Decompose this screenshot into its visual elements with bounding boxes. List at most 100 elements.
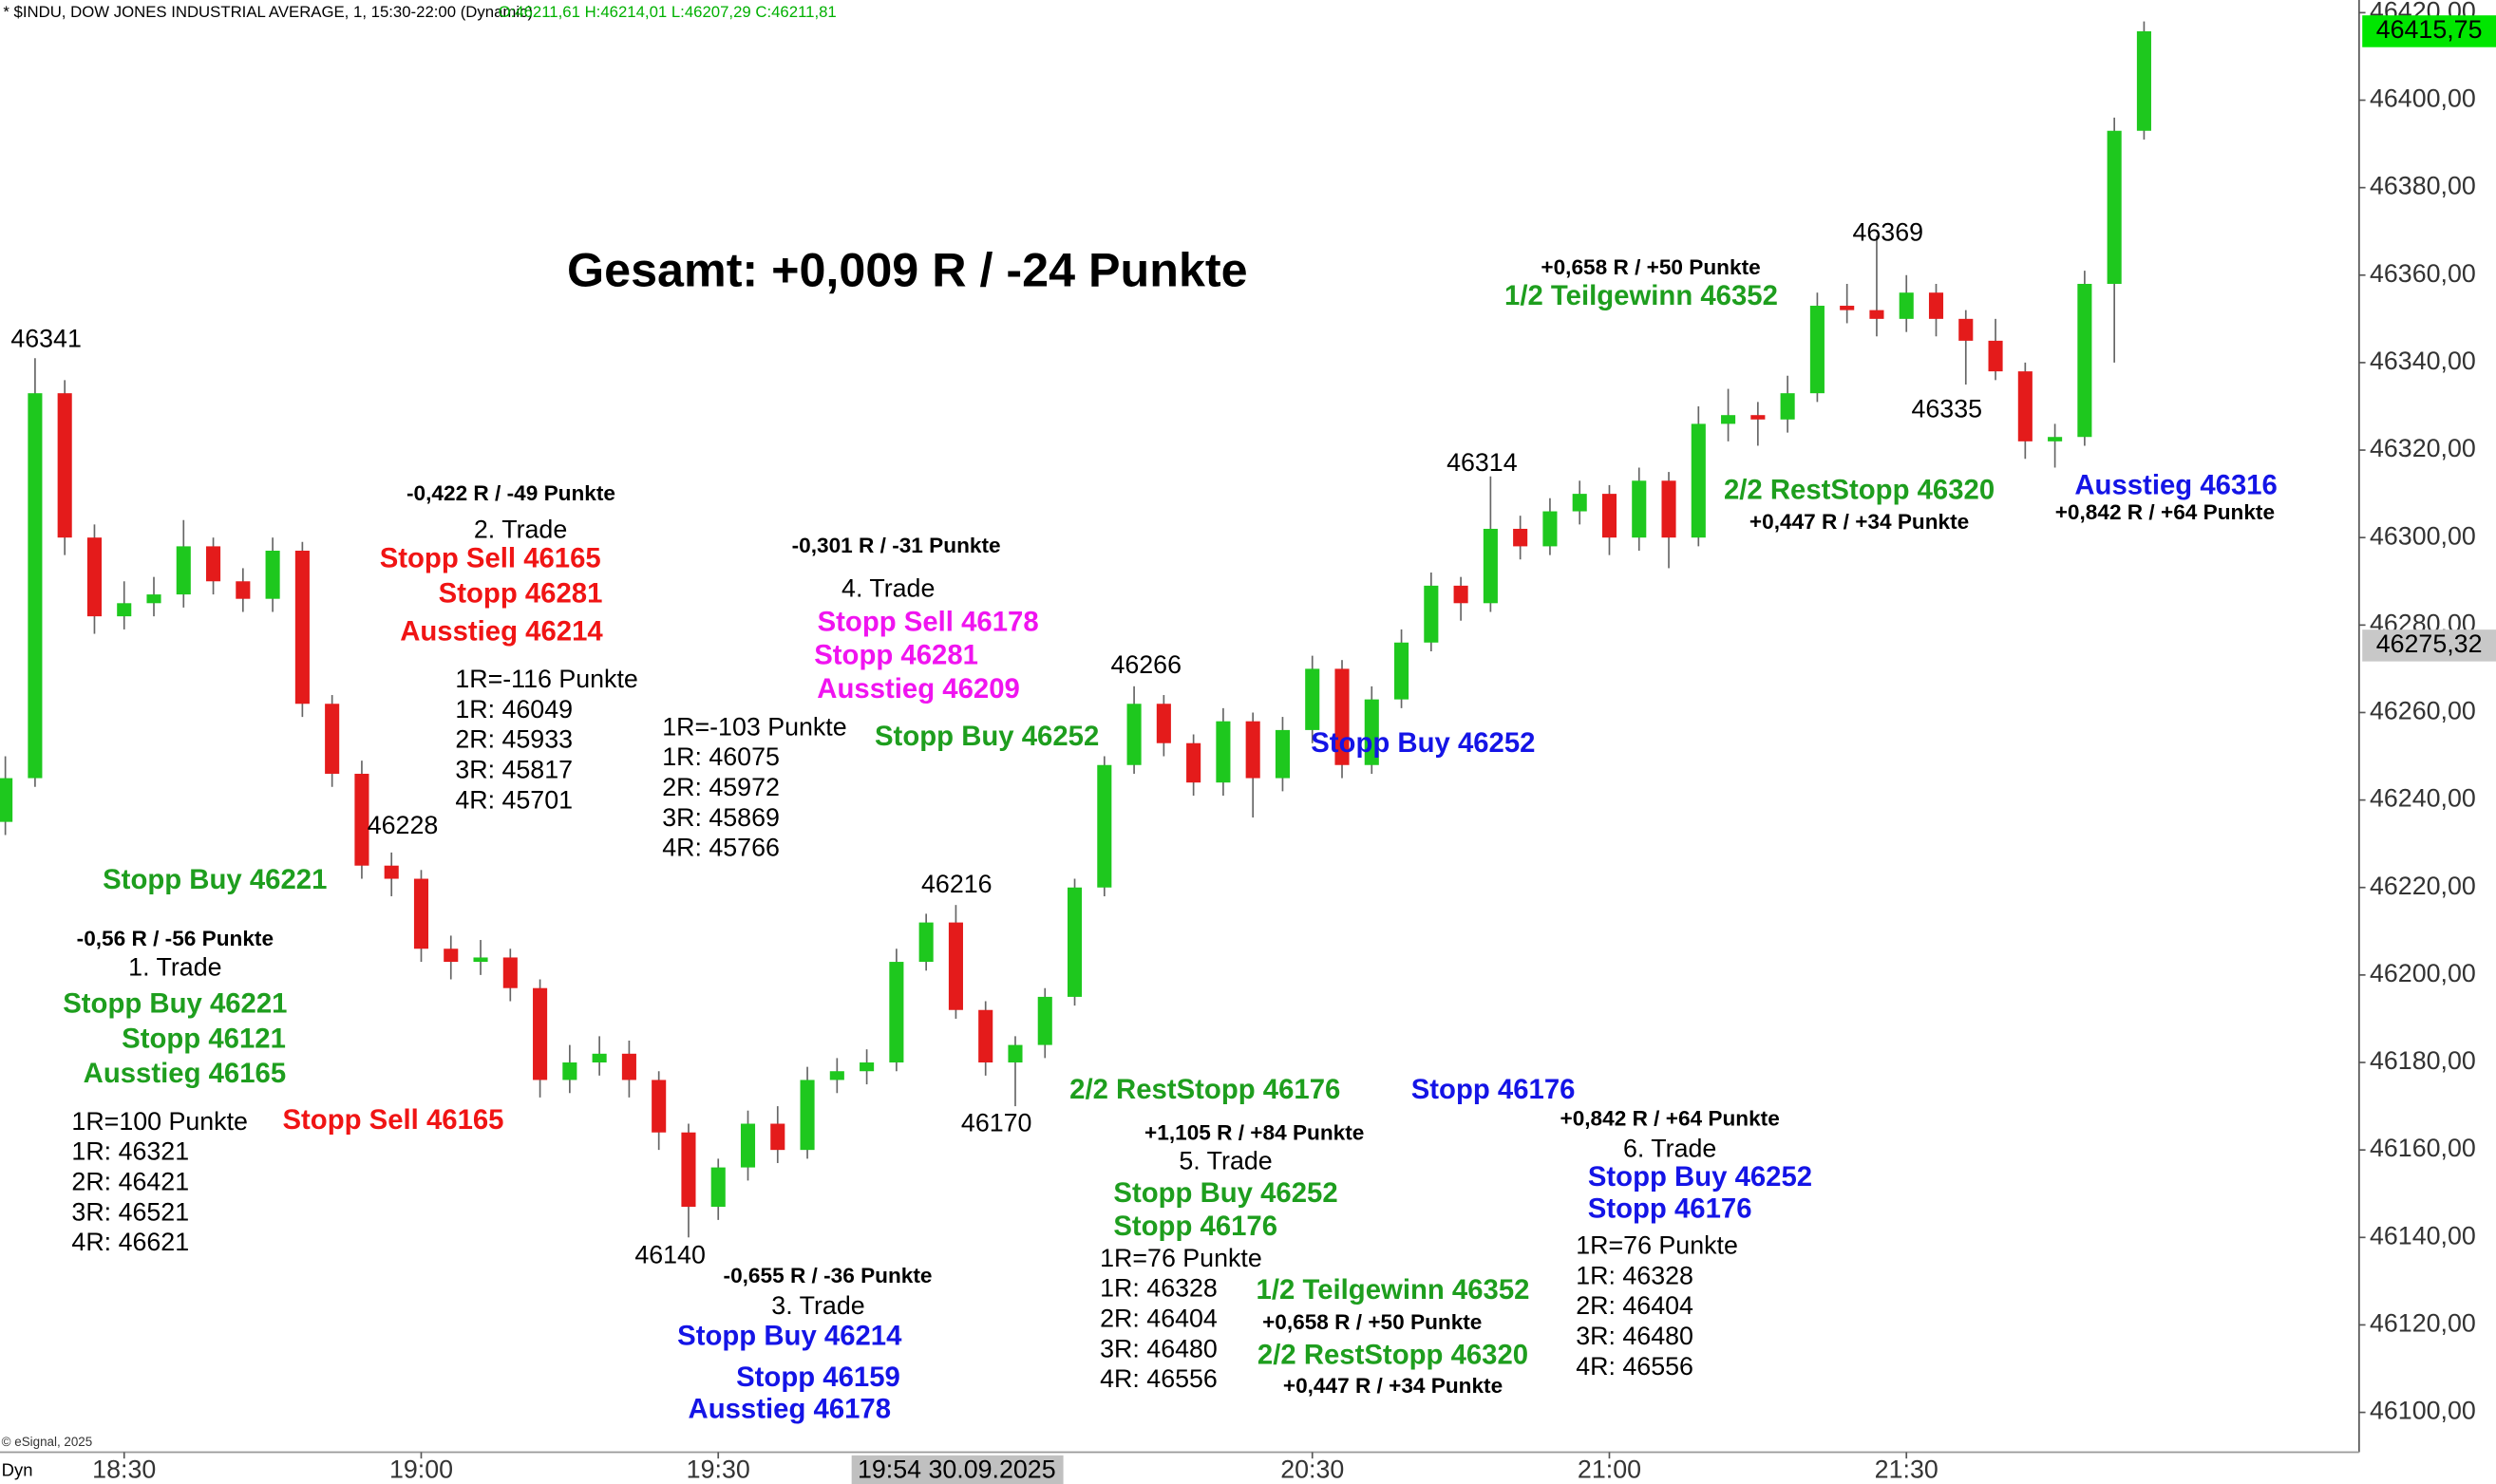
annotation: Stopp Sell 46178 xyxy=(818,606,1039,637)
ohlc-header: O:46211,61 H:46214,01 L:46207,29 C:46211… xyxy=(499,3,837,21)
annotation: 4R: 45766 xyxy=(662,834,780,862)
annotation: -0,422 R / -49 Punkte xyxy=(407,481,615,505)
candle-body xyxy=(444,949,459,963)
annotation: 6. Trade xyxy=(1623,1134,1716,1162)
candle-body xyxy=(1572,494,1587,512)
candle-body xyxy=(413,878,429,949)
candle-body xyxy=(1928,292,1944,319)
annotation: 1R=76 Punkte xyxy=(1576,1230,1738,1259)
annotation: 3R: 46480 xyxy=(1576,1322,1693,1350)
annotation: Stopp Sell 46165 xyxy=(380,542,601,573)
candle-body xyxy=(1424,585,1439,643)
candle-body xyxy=(918,922,934,963)
candle-body xyxy=(1869,310,1884,319)
candle-body xyxy=(236,581,251,599)
annotation: 46341 xyxy=(10,325,82,353)
candle-body xyxy=(889,962,904,1063)
annotation: 1/2 Teilgewinn 46352 xyxy=(1257,1274,1530,1306)
y-tick-label: 46240,00 xyxy=(2370,784,2476,813)
candle-body xyxy=(1513,528,1528,547)
candle-body xyxy=(800,1080,815,1151)
candle-body xyxy=(1542,511,1558,547)
annotation: 46335 xyxy=(1911,394,1982,423)
candle-body xyxy=(592,1053,607,1063)
footer: © eSignal, 2025 xyxy=(2,1435,93,1449)
annotation: Stopp Buy 46252 xyxy=(1588,1161,1812,1193)
candle-body xyxy=(1840,306,1855,310)
candle-body xyxy=(265,551,280,599)
annotation: 4. Trade xyxy=(841,574,935,603)
candle-body xyxy=(829,1071,844,1080)
candle-body xyxy=(770,1123,785,1151)
y-tick-label: 46340,00 xyxy=(2370,347,2476,375)
candle-body xyxy=(57,393,72,538)
annotation: Stopp Buy 46221 xyxy=(63,988,287,1020)
candle-body xyxy=(1453,585,1468,604)
candle-body xyxy=(1186,742,1201,783)
candle-body xyxy=(117,603,132,617)
candle-body xyxy=(1126,704,1142,765)
candle-body xyxy=(2048,437,2063,441)
y-tick-label: 46180,00 xyxy=(2370,1046,2476,1075)
candle-body xyxy=(1305,668,1320,730)
annotation: 46266 xyxy=(1110,650,1182,679)
annotation: -0,655 R / -36 Punkte xyxy=(724,1264,933,1287)
candle-body xyxy=(354,773,369,866)
annotation: 4R: 46556 xyxy=(1576,1352,1693,1381)
candle-body xyxy=(1364,699,1379,765)
candle-body xyxy=(502,957,518,988)
annotation: 1R: 46075 xyxy=(662,742,780,771)
candle-body xyxy=(1008,1044,1023,1063)
candle-body xyxy=(1661,480,1676,538)
candle-body xyxy=(1899,292,1914,319)
y-tick-label: 46380,00 xyxy=(2370,172,2476,200)
annotation: +0,842 R / +64 Punkte xyxy=(2055,500,2275,524)
annotation: 46170 xyxy=(961,1108,1032,1136)
candle-body xyxy=(1394,642,1409,700)
annotation: 3R: 45869 xyxy=(662,803,780,832)
annotation: Stopp 46176 xyxy=(1113,1211,1277,1242)
annotation: -0,56 R / -56 Punkte xyxy=(77,927,274,950)
candle-body xyxy=(294,551,310,704)
y-tick-label: 46200,00 xyxy=(2370,959,2476,987)
candle-body xyxy=(1334,668,1350,765)
annotation: 1R=-116 Punkte xyxy=(455,665,637,693)
annotation: +0,842 R / +64 Punkte xyxy=(1560,1106,1779,1130)
y-tick-label: 46220,00 xyxy=(2370,872,2476,900)
x-tick-label: 18:30 xyxy=(92,1456,156,1484)
candle-body xyxy=(1809,306,1825,394)
candle-body xyxy=(1691,423,1706,538)
candle-body xyxy=(0,778,13,822)
annotation: Stopp Sell 46165 xyxy=(282,1104,503,1136)
candle-body xyxy=(1097,764,1112,888)
candle-body xyxy=(1245,721,1260,779)
annotation: +0,658 R / +50 Punkte xyxy=(1262,1310,1482,1334)
annotation: 2/2 RestStopp 46176 xyxy=(1069,1074,1340,1105)
candle-body xyxy=(384,865,399,879)
y-tick-label: 46120,00 xyxy=(2370,1309,2476,1338)
candle-body xyxy=(1721,415,1736,424)
candle-body xyxy=(28,393,43,779)
annotation: Stopp 46176 xyxy=(1588,1193,1752,1225)
annotation: 3R: 46480 xyxy=(1100,1334,1218,1362)
annotation: Stopp Buy 46252 xyxy=(1311,727,1535,759)
y-tick-label: 46140,00 xyxy=(2370,1221,2476,1249)
price-label: 46275,32 xyxy=(2376,629,2483,658)
x-tick-label: 21:30 xyxy=(1875,1456,1938,1484)
annotation: Stopp 46281 xyxy=(439,577,603,609)
annotation: 46314 xyxy=(1447,448,1518,477)
annotation: +1,105 R / +84 Punkte xyxy=(1144,1120,1364,1144)
crosshair-label: 19:54 30.09.2025 xyxy=(858,1456,1056,1484)
annotation: 46216 xyxy=(921,870,993,898)
annotation: 1R: 46328 xyxy=(1576,1261,1693,1289)
annotation: 5. Trade xyxy=(1179,1147,1272,1175)
annotation: 2R: 45933 xyxy=(455,725,573,754)
candle-body xyxy=(2077,283,2092,438)
price-label-box xyxy=(2362,15,2496,47)
candle-body xyxy=(206,546,221,582)
annotation: +0,447 R / +34 Punkte xyxy=(1283,1374,1503,1398)
annotation: Stopp 46176 xyxy=(1411,1074,1576,1105)
y-tick-label: 46400,00 xyxy=(2370,85,2476,113)
candle-body xyxy=(740,1123,756,1168)
